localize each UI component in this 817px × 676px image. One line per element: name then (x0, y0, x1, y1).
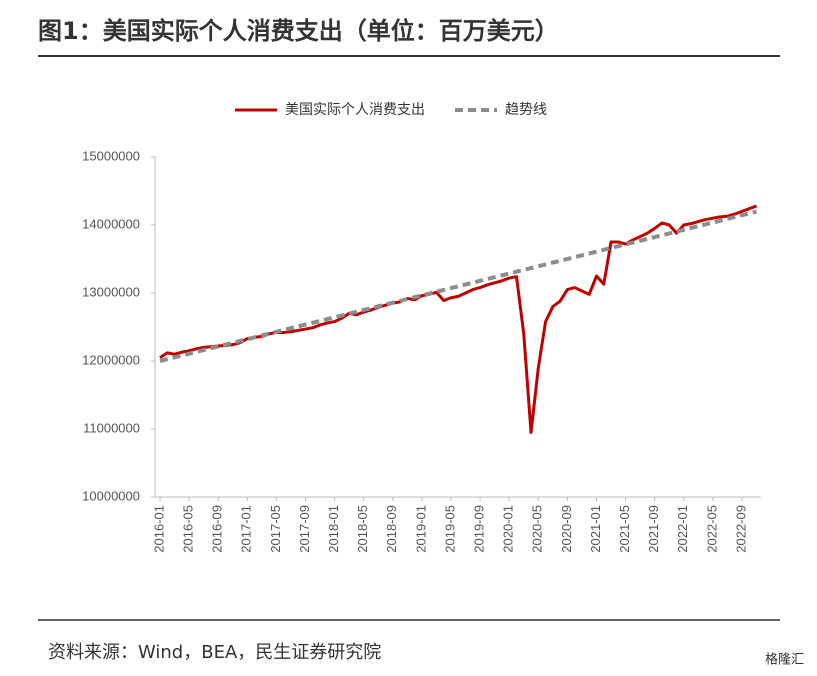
x-tick-label: 2018-01 (326, 505, 341, 553)
x-tick-label: 2018-05 (355, 505, 370, 553)
x-tick-label: 2017-05 (268, 505, 283, 553)
x-tick-label: 2022-01 (675, 505, 690, 553)
legend-label: 趋势线 (505, 102, 547, 118)
x-tick-label: 2016-01 (151, 505, 166, 553)
y-tick-label: 10000000 (82, 488, 140, 503)
x-tick-label: 2017-01 (239, 505, 254, 553)
x-tick-label: 2022-09 (733, 505, 748, 553)
x-tick-label: 2016-05 (181, 505, 196, 553)
x-tick-label: 2022-05 (704, 505, 719, 553)
x-tick-label: 2021-05 (617, 505, 632, 553)
y-tick-label: 12000000 (82, 352, 140, 367)
watermark: 格隆汇 (765, 652, 804, 668)
x-tick-label: 2019-01 (413, 505, 428, 553)
legend-label: 美国实际个人消费支出 (285, 102, 425, 118)
x-tick-label: 2021-01 (588, 505, 603, 553)
x-tick-label: 2020-09 (559, 505, 574, 553)
x-tick-label: 2019-09 (472, 505, 487, 553)
x-tick-label: 2020-01 (501, 505, 516, 553)
x-tick-label: 2017-09 (297, 505, 312, 553)
x-tick-label: 2021-09 (646, 505, 661, 553)
x-tick-label: 2018-09 (384, 505, 399, 553)
x-tick-label: 2019-05 (442, 505, 457, 553)
y-tick-label: 13000000 (82, 284, 140, 299)
x-tick-label: 2016-09 (210, 505, 225, 553)
y-tick-label: 11000000 (83, 420, 140, 435)
series-line (159, 209, 758, 363)
series-line (159, 204, 758, 434)
x-tick-label: 2020-05 (530, 505, 545, 553)
source: 资料来源：Wind，BEA，民生证券研究院 (48, 642, 381, 663)
y-tick-label: 15000000 (82, 148, 140, 163)
chart-title: 图1：美国实际个人消费支出（单位：百万美元） (38, 17, 559, 45)
y-tick-label: 14000000 (82, 216, 140, 231)
